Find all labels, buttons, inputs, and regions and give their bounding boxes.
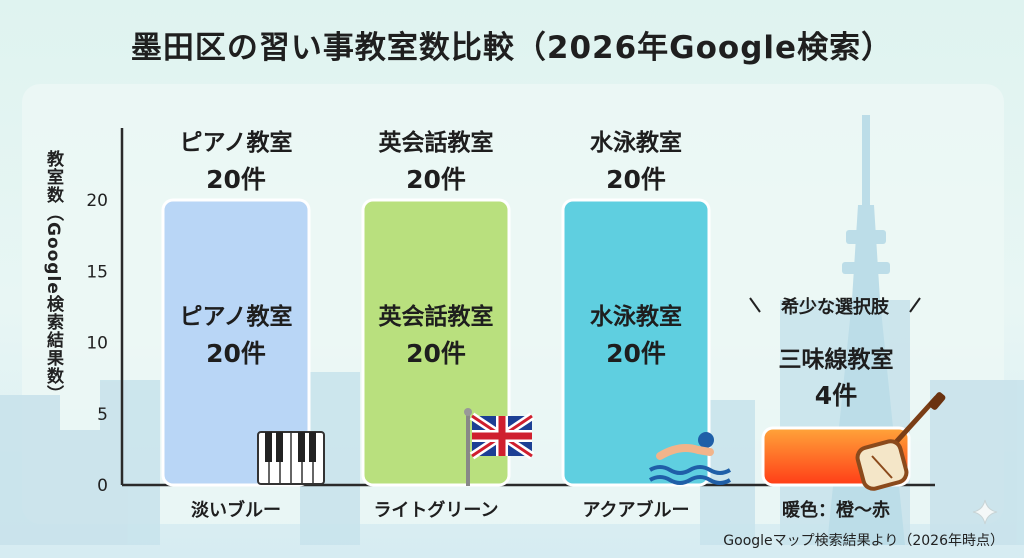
y-axis-label: 教室数（Google検索結果数） — [43, 150, 63, 403]
y-tick-label: 10 — [86, 334, 108, 354]
bar-inner-value-label: 20件 — [206, 339, 266, 368]
bar-top-category-label: ピアノ教室 — [180, 129, 293, 156]
y-tick-label: 5 — [97, 405, 108, 425]
bar-top-value-label: 4件 — [815, 381, 857, 410]
sparkle-icon — [972, 499, 998, 525]
y-tick-label: 15 — [86, 262, 108, 282]
y-tick-label: 20 — [86, 191, 108, 211]
bar-top-category-label: 三味線教室 — [779, 346, 894, 373]
bar-3 — [561, 198, 711, 487]
bar-top-value-label: 20件 — [206, 165, 266, 194]
rare-choice-annotation: 希少な選択肢 — [749, 296, 921, 318]
annotation-text: 希少な選択肢 — [781, 296, 890, 318]
uk-flag-icon — [464, 408, 535, 486]
piano-keys-icon — [257, 431, 325, 485]
chart-title: 墨田区の習い事教室数比較（2026年Google検索） — [130, 30, 894, 66]
bar-inner-category-label: ピアノ教室 — [180, 303, 293, 330]
x-category-color-label: 暖色：橙〜赤 — [782, 499, 890, 521]
y-tick-label: 0 — [97, 476, 108, 496]
bar-2 — [361, 198, 511, 487]
bar-inner-value-label: 20件 — [406, 339, 466, 368]
x-category-color-label: ライトグリーン — [373, 499, 498, 521]
bar-inner-value-label: 20件 — [606, 339, 666, 368]
x-category-color-label: 淡いブルー — [191, 499, 281, 521]
bar-top-category-label: 水泳教室 — [590, 129, 682, 156]
bar-inner-category-label: 水泳教室 — [590, 303, 682, 330]
bar-inner-category-label: 英会話教室 — [379, 303, 494, 330]
bar-top-value-label: 20件 — [606, 165, 666, 194]
bar-top-category-label: 英会話教室 — [379, 129, 494, 156]
swimmer-icon — [648, 432, 732, 485]
bar-1 — [161, 198, 311, 487]
shamisen-icon — [855, 392, 946, 491]
source-note: Googleマップ検索結果より（2026年時点） — [723, 533, 1004, 549]
bar-top-value-label: 20件 — [406, 165, 466, 194]
x-category-color-label: アクアブルー — [582, 499, 689, 521]
